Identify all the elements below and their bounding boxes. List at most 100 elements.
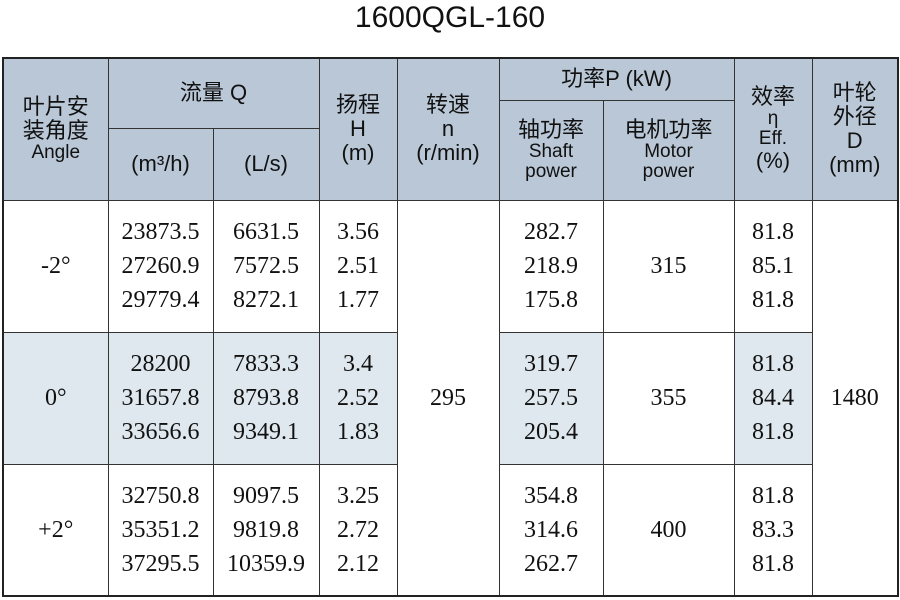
efficiency-cell: 81.8 83.3 81.8 — [733, 463, 813, 597]
cell-text: 10359.9 — [227, 550, 305, 577]
efficiency-cell: 81.8 84.4 81.8 — [733, 331, 813, 465]
header-cell: 轴功率 Shaft power — [498, 99, 604, 201]
cell-text: 81.8 — [752, 219, 794, 245]
cell-text: 218.9 — [524, 253, 578, 279]
cell-text: -2° — [40, 253, 71, 279]
cell-text: 7833.3 — [233, 351, 299, 377]
cell-text: +2° — [38, 516, 74, 543]
cell-text: Eff. — [758, 128, 788, 150]
cell-text: η — [767, 108, 779, 130]
cell-text: 功率P (kW) — [561, 66, 672, 92]
cell-text: 84.4 — [752, 385, 794, 411]
diameter-cell: 1480 — [811, 199, 899, 597]
cell-text: 27260.9 — [121, 253, 200, 279]
cell-text: 2.51 — [337, 253, 379, 279]
cell-text: 2.52 — [337, 385, 379, 411]
cell-text: 315 — [650, 253, 687, 279]
header-cell: 效率 η Eff. (%) — [733, 57, 813, 201]
cell-text: Motor — [644, 141, 693, 162]
cell-text: 262.7 — [524, 550, 578, 577]
cell-text: Angle — [31, 142, 81, 164]
cell-text: power — [525, 161, 577, 182]
spec-table: 叶片安 装角度 Angle 流量 Q 扬程 H (m) 转速 n (r/min) 功率P (kW) 效… — [2, 57, 899, 597]
cell-text: 叶片安 — [22, 94, 89, 120]
table-row: 轴功率 Shaft power 电机功率 Motor power — [3, 99, 898, 201]
header-cell: (L/s) — [212, 127, 320, 201]
cell-text: 354.8 — [524, 482, 578, 509]
cell-text: 6631.5 — [233, 219, 299, 245]
cell-text: 扬程 — [335, 92, 380, 118]
title: 1600QGL-160 — [354, 1, 546, 34]
cell-text: (m³/h) — [131, 151, 190, 176]
flow-cell: 23873.5 27260.9 29779.4 — [107, 199, 214, 333]
header-cell: 流量 Q — [107, 57, 320, 129]
angle-cell: +2° — [2, 463, 109, 597]
cell-text: (r/min) — [416, 140, 480, 166]
cell-text: 85.1 — [752, 253, 794, 279]
shaft-power-cell: 354.8 314.6 262.7 — [498, 463, 604, 597]
speed-cell: 295 — [396, 199, 500, 597]
cell-text: 7572.5 — [233, 253, 299, 279]
cell-text: 175.8 — [524, 287, 578, 313]
motor-power-cell: 400 — [602, 463, 735, 597]
cell-text: power — [642, 161, 695, 182]
cell-text: 1480 — [830, 384, 879, 411]
motor-power-cell: 355 — [602, 331, 735, 465]
cell-text: 2.72 — [337, 516, 379, 543]
cell-text: 效率 — [750, 84, 795, 110]
angle-cell: 0° — [2, 331, 109, 465]
cell-text: 28200 — [130, 351, 191, 377]
cell-text: D — [846, 128, 863, 154]
cell-text: 81.8 — [752, 482, 794, 509]
cell-text: 外径 — [832, 104, 877, 130]
cell-text: 9349.1 — [233, 419, 299, 445]
cell-text: 282.7 — [524, 219, 578, 245]
cell-text: 叶轮 — [832, 80, 877, 106]
cell-text: (L/s) — [244, 151, 288, 176]
cell-text: 8793.8 — [233, 385, 299, 411]
cell-text: 流量 Q — [179, 80, 248, 106]
flow-cell: 7833.3 8793.8 9349.1 — [212, 331, 320, 465]
cell-text: 81.8 — [752, 351, 794, 377]
cell-text: 转速 — [425, 92, 470, 118]
cell-text: 83.3 — [752, 516, 794, 543]
cell-text: 23873.5 — [121, 219, 200, 245]
cell-text: (m) — [341, 140, 375, 166]
cell-text: 9819.8 — [233, 516, 299, 543]
cell-text: (mm) — [829, 152, 881, 178]
cell-text: 轴功率 — [517, 117, 584, 142]
header-cell: (m³/h) — [107, 127, 214, 201]
cell-text: 29779.4 — [121, 287, 200, 313]
table-row: +2° 32750.8 35351.2 37295.5 9097.5 9819.8 1035… — [2, 463, 898, 597]
shaft-power-cell: 282.7 218.9 175.8 — [498, 199, 604, 333]
angle-cell: -2° — [2, 199, 109, 333]
cell-text: 81.8 — [752, 419, 794, 445]
header-cell: 扬程 H (m) — [318, 57, 398, 201]
cell-text: (%) — [755, 148, 791, 174]
cell-text: n — [441, 116, 455, 142]
header-cell: 功率P (kW) — [498, 57, 735, 101]
table-row: (m³/h) (L/s) — [3, 127, 898, 201]
header-cell: 叶片安 装角度 Angle — [2, 57, 109, 201]
head-cell: 3.25 2.72 2.12 — [318, 463, 398, 597]
cell-text: 1.77 — [337, 287, 379, 313]
flow-cell: 6631.5 7572.5 8272.1 — [212, 199, 320, 333]
cell-text: 400 — [650, 516, 687, 543]
table-row: 叶片安 装角度 Angle 流量 Q 扬程 H (m) 转速 n (r/min) 功率P (kW) 效… — [2, 57, 899, 201]
header-cell: 转速 n (r/min) — [396, 57, 500, 201]
cell-text: 2.12 — [337, 550, 379, 577]
cell-text: 3.4 — [343, 351, 373, 377]
flow-cell: 28200 31657.8 33656.6 — [107, 331, 214, 465]
cell-text: 295 — [430, 384, 466, 411]
cell-text: 1.83 — [337, 419, 379, 445]
cell-text: 35351.2 — [121, 516, 200, 543]
cell-text: 装角度 — [22, 118, 89, 144]
header-cell: 叶轮 外径 D (mm) — [811, 57, 899, 201]
header-cell: 电机功率 Motor power — [602, 99, 735, 201]
cell-text: 8272.1 — [233, 287, 299, 313]
cell-text: 9097.5 — [233, 482, 299, 509]
efficiency-cell: 81.8 85.1 81.8 — [733, 199, 813, 333]
cell-text: 电机功率 — [624, 117, 713, 142]
cell-text: 37295.5 — [121, 550, 200, 577]
